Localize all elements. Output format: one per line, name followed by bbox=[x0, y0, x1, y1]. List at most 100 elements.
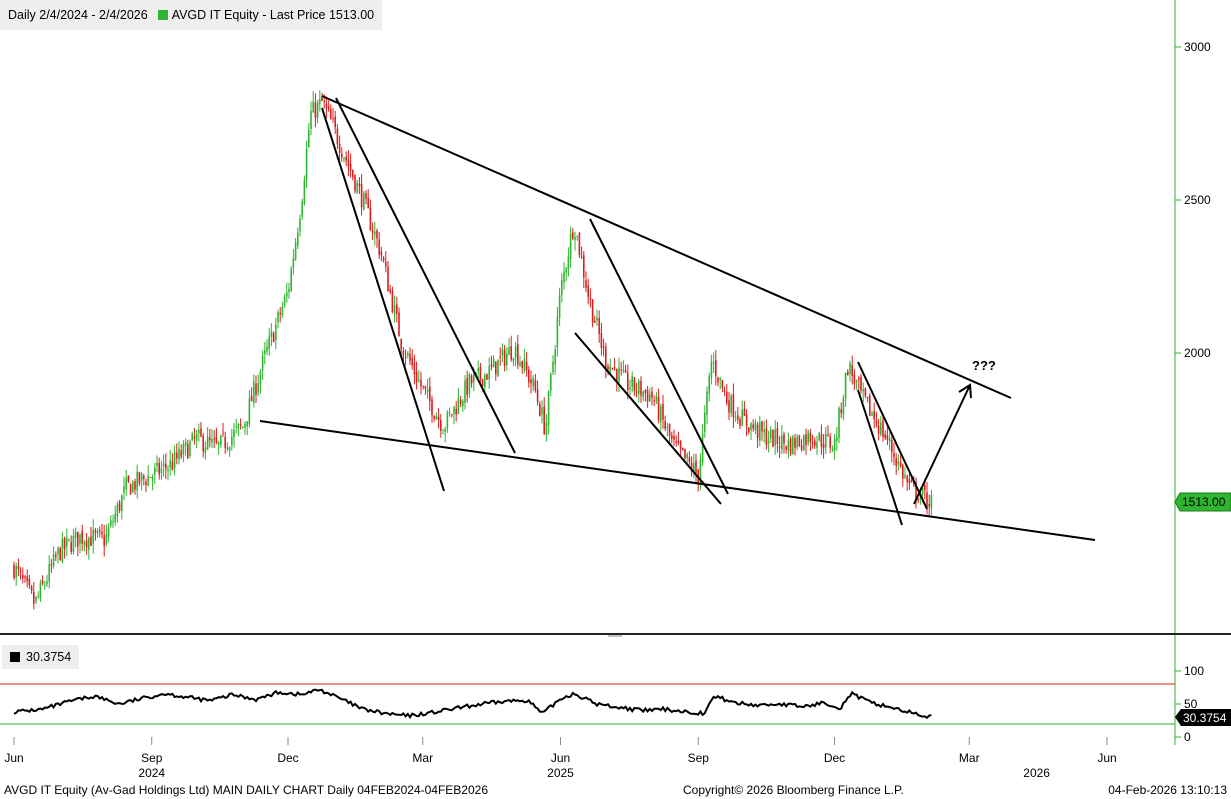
candle-body bbox=[275, 324, 277, 341]
candle-body bbox=[506, 354, 508, 366]
candle-body bbox=[59, 548, 61, 561]
month-label: Sep bbox=[688, 751, 710, 765]
candle-body bbox=[121, 495, 123, 512]
candle-body bbox=[620, 369, 622, 371]
candle-body bbox=[600, 332, 603, 349]
candle-body bbox=[442, 432, 444, 434]
candle-body bbox=[473, 374, 475, 383]
candle-body bbox=[591, 299, 594, 323]
candle-body bbox=[132, 482, 134, 492]
candle-body bbox=[272, 333, 275, 343]
month-label: Jun bbox=[1097, 751, 1116, 765]
candle-body bbox=[609, 365, 611, 373]
candle-body bbox=[829, 436, 831, 448]
candle-body bbox=[336, 128, 339, 145]
candle-body bbox=[741, 409, 743, 426]
candle-body bbox=[462, 400, 464, 407]
candle-body bbox=[565, 268, 567, 273]
candle-body bbox=[297, 232, 299, 246]
projection-arrowhead-icon bbox=[958, 383, 972, 399]
candle-body bbox=[921, 487, 924, 495]
candle-body bbox=[162, 463, 165, 466]
candle-body bbox=[728, 400, 730, 413]
candle-body bbox=[644, 390, 647, 393]
candle-body bbox=[327, 106, 330, 110]
candle-body bbox=[486, 374, 488, 380]
candle-body bbox=[924, 485, 926, 490]
candle-body bbox=[301, 201, 303, 217]
candle-body bbox=[145, 481, 147, 486]
candle-body bbox=[330, 108, 332, 120]
month-label: Mar bbox=[959, 751, 980, 765]
candle-body bbox=[719, 377, 721, 381]
candle-body bbox=[308, 130, 310, 147]
footer-left: AVGD IT Equity (Av-Gad Holdings Ltd) MAI… bbox=[4, 783, 488, 797]
candle-body bbox=[536, 389, 539, 402]
candle-body bbox=[429, 386, 431, 402]
footer-timestamp: 04-Feb-2026 13:10:13 bbox=[1108, 783, 1227, 797]
candle-body bbox=[235, 426, 237, 428]
candle-body bbox=[231, 436, 233, 446]
candle-body bbox=[402, 351, 405, 356]
trendlines bbox=[259, 95, 1096, 541]
candle-body bbox=[444, 428, 446, 432]
candle-body bbox=[886, 435, 889, 440]
candle-body bbox=[721, 380, 724, 388]
candle-body bbox=[539, 403, 541, 417]
candle-body bbox=[862, 389, 864, 392]
candle-body bbox=[26, 576, 28, 582]
candle-body bbox=[61, 538, 64, 562]
candle-body bbox=[717, 377, 719, 383]
legend-swatch-icon bbox=[157, 10, 168, 20]
candle-body bbox=[94, 530, 97, 533]
candle-body bbox=[184, 441, 187, 447]
legend-range: Daily 2/4/2024 - 2/4/2026 bbox=[8, 8, 148, 22]
candle-body bbox=[398, 312, 400, 337]
legend-series: AVGD IT Equity - Last Price 1513.00 bbox=[157, 8, 374, 22]
candle-body bbox=[277, 312, 279, 323]
candle-body bbox=[176, 452, 178, 459]
candle-body bbox=[712, 362, 715, 364]
candle-body bbox=[74, 531, 77, 538]
candle-body bbox=[127, 475, 130, 482]
candle-body bbox=[774, 429, 776, 445]
candle-body bbox=[838, 407, 840, 439]
candle-body bbox=[68, 538, 70, 540]
candle-body bbox=[893, 452, 895, 457]
candle-body bbox=[140, 473, 143, 481]
price-chart-svg[interactable]: 3000 2500 2000 100 50 0 ??? Jun Sep Dec Mar Jun S… bbox=[0, 0, 1231, 782]
candle-body bbox=[279, 312, 281, 315]
candle-body bbox=[807, 431, 809, 444]
candle-body bbox=[572, 232, 574, 239]
candle-body bbox=[556, 316, 559, 348]
price-tick-label: 2000 bbox=[1184, 346, 1211, 360]
candle-body bbox=[79, 533, 81, 544]
candle-body bbox=[431, 399, 433, 416]
candle-body bbox=[250, 395, 253, 402]
year-label: 2026 bbox=[1023, 766, 1050, 780]
candle-body bbox=[695, 460, 697, 473]
lower-wedge-line bbox=[259, 420, 1096, 541]
candle-body bbox=[312, 101, 314, 113]
candle-body bbox=[173, 452, 176, 468]
candle-body bbox=[299, 218, 301, 232]
candle-body bbox=[525, 361, 528, 371]
candle-body bbox=[316, 102, 319, 118]
candle-body bbox=[110, 520, 112, 526]
candle-body bbox=[763, 429, 765, 433]
candle-body bbox=[789, 438, 792, 454]
candle-body bbox=[129, 484, 132, 495]
candle-body bbox=[781, 435, 783, 450]
last-rsi-tag-text: 30.3754 bbox=[1183, 711, 1227, 725]
candle-body bbox=[455, 408, 457, 415]
candle-body bbox=[41, 580, 44, 584]
candle-body bbox=[761, 421, 763, 432]
candle-body bbox=[404, 357, 407, 359]
candle-body bbox=[484, 374, 486, 387]
candle-body bbox=[253, 381, 255, 403]
candle-body bbox=[545, 422, 548, 435]
candle-body bbox=[433, 415, 435, 419]
candle-body bbox=[671, 435, 673, 439]
candle-body bbox=[17, 565, 20, 570]
candle-body bbox=[154, 467, 156, 476]
